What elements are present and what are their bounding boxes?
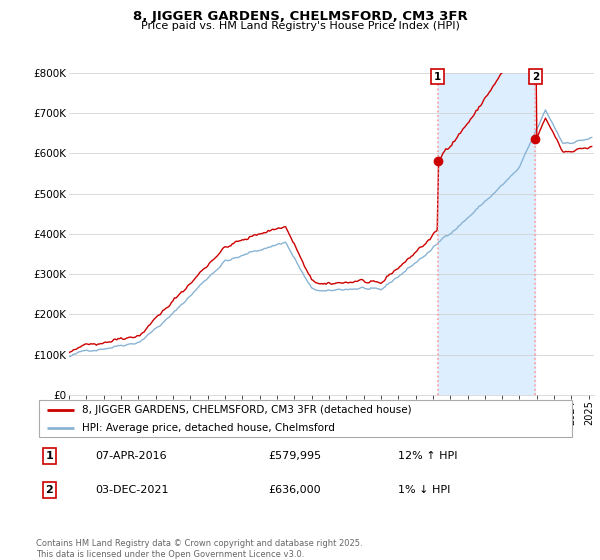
Text: Price paid vs. HM Land Registry's House Price Index (HPI): Price paid vs. HM Land Registry's House …: [140, 21, 460, 31]
Text: 2: 2: [532, 72, 539, 82]
Text: 1% ↓ HPI: 1% ↓ HPI: [398, 485, 450, 495]
Text: Contains HM Land Registry data © Crown copyright and database right 2025.
This d: Contains HM Land Registry data © Crown c…: [36, 539, 362, 559]
Text: 2: 2: [46, 485, 53, 495]
Text: 1: 1: [46, 451, 53, 461]
Text: 8, JIGGER GARDENS, CHELMSFORD, CM3 3FR: 8, JIGGER GARDENS, CHELMSFORD, CM3 3FR: [133, 10, 467, 23]
Text: £636,000: £636,000: [268, 485, 321, 495]
Bar: [437, 73, 535, 395]
Text: HPI: Average price, detached house, Chelmsford: HPI: Average price, detached house, Chel…: [82, 423, 335, 433]
Text: £579,995: £579,995: [268, 451, 322, 461]
Text: 07-APR-2016: 07-APR-2016: [95, 451, 167, 461]
Text: 03-DEC-2021: 03-DEC-2021: [95, 485, 169, 495]
Text: 12% ↑ HPI: 12% ↑ HPI: [398, 451, 457, 461]
FancyBboxPatch shape: [39, 400, 572, 437]
Text: 8, JIGGER GARDENS, CHELMSFORD, CM3 3FR (detached house): 8, JIGGER GARDENS, CHELMSFORD, CM3 3FR (…: [82, 405, 412, 414]
Text: 1: 1: [434, 72, 441, 82]
